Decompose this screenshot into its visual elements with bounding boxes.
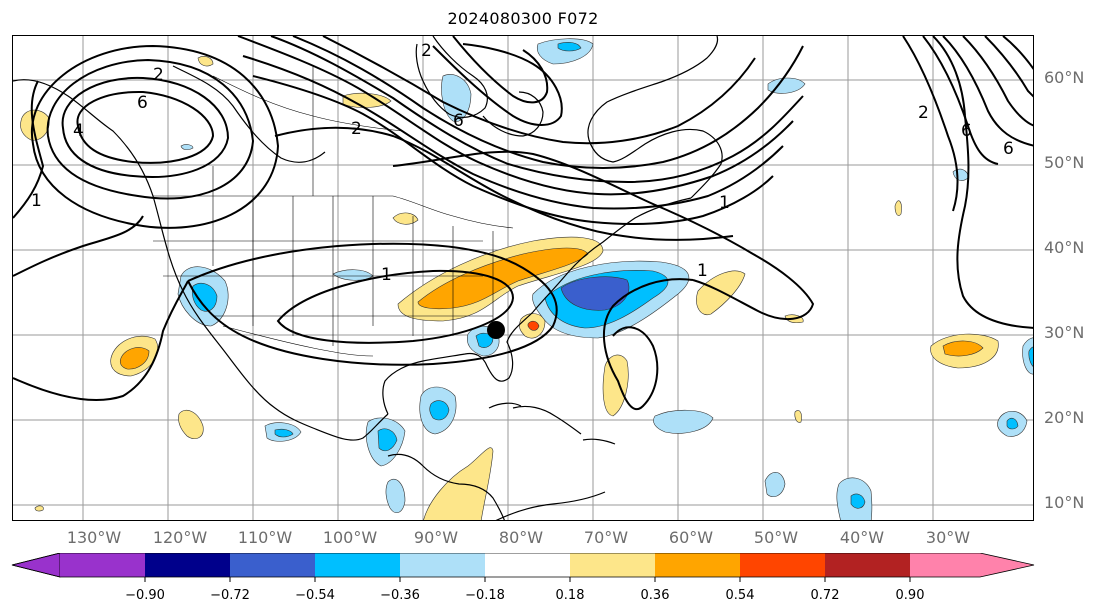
lat-label: 60°N xyxy=(1044,68,1085,87)
map-panel[interactable]: 2 6 4 1 2 6 1 2 1 1 2 6 6 xyxy=(12,35,1034,521)
colorbar-segment xyxy=(485,553,570,577)
colorbar-outline xyxy=(11,553,1035,578)
contour-label: 4 xyxy=(73,121,84,141)
contour-label: 6 xyxy=(1003,139,1014,159)
negative-anomaly xyxy=(1022,337,1033,375)
lon-label: 90°W xyxy=(413,528,459,547)
colorbar-segment xyxy=(230,553,315,577)
colorbar-tick-label: −0.90 xyxy=(125,588,165,603)
contour-label: 6 xyxy=(137,93,148,113)
lon-label: 50°W xyxy=(753,528,799,547)
negative-anomaly xyxy=(191,283,218,312)
negative-anomaly xyxy=(385,478,406,514)
colorbar-segment xyxy=(11,553,61,578)
lon-label: 70°W xyxy=(583,528,629,547)
contour-label: 2 xyxy=(153,65,164,85)
colorbar-tick-label: 0.18 xyxy=(555,588,585,603)
lon-label: 110°W xyxy=(237,528,293,547)
colorbar-segment xyxy=(60,553,145,577)
contour-label: 1 xyxy=(381,265,392,285)
lon-label: 100°W xyxy=(322,528,378,547)
contour-label: 1 xyxy=(719,193,730,213)
negative-anomaly xyxy=(653,409,714,434)
lat-label: 30°N xyxy=(1044,323,1085,342)
negative-anomaly xyxy=(429,400,450,421)
colorbar-segment xyxy=(825,553,910,577)
positive-anomaly xyxy=(696,270,746,316)
negative-anomaly xyxy=(274,428,294,438)
positive-anomaly xyxy=(527,320,540,331)
positive-anomaly xyxy=(197,56,214,67)
lon-label: 40°W xyxy=(839,528,885,547)
anomaly-shading xyxy=(20,38,1033,520)
lat-label: 20°N xyxy=(1044,408,1085,427)
contour-label: 6 xyxy=(453,111,464,131)
contour-label: 2 xyxy=(351,119,362,139)
colorbar-segment xyxy=(740,553,825,577)
negative-anomaly xyxy=(536,38,594,65)
contour-label: 1 xyxy=(31,191,42,211)
lon-label: 130°W xyxy=(66,528,122,547)
negative-anomaly xyxy=(377,428,398,452)
positive-anomaly xyxy=(119,347,150,370)
negative-anomaly xyxy=(1028,346,1033,367)
negative-anomaly xyxy=(1006,417,1019,430)
lat-label: 40°N xyxy=(1044,238,1085,257)
positive-anomaly xyxy=(34,505,44,512)
positive-anomaly xyxy=(602,354,629,417)
storm-center-marker xyxy=(487,321,505,339)
negative-anomaly xyxy=(850,493,866,509)
positive-anomaly xyxy=(894,200,902,216)
map-title: 2024080300 F072 xyxy=(447,9,599,28)
negative-anomaly xyxy=(557,42,582,52)
negative-anomaly xyxy=(764,472,786,497)
map-canvas: 2 6 4 1 2 6 1 2 1 1 2 6 6 xyxy=(13,36,1033,520)
colorbar-segment xyxy=(570,553,655,577)
isolines xyxy=(13,36,1033,411)
colorbar-segment xyxy=(315,553,400,577)
colorbar-segment xyxy=(145,553,230,577)
colorbar-tick-label: 0.72 xyxy=(810,588,840,603)
colorbar-tick-label: 0.54 xyxy=(725,588,755,603)
political-borders xyxy=(153,66,514,357)
colorbar-segment xyxy=(400,553,485,577)
colorbar-tick-label: −0.18 xyxy=(465,588,505,603)
lat-label: 10°N xyxy=(1044,493,1085,512)
negative-anomaly xyxy=(180,144,194,151)
contour-label: 1 xyxy=(697,261,708,281)
positive-anomaly xyxy=(794,410,802,423)
lon-label: 30°W xyxy=(925,528,971,547)
negative-anomaly xyxy=(767,77,806,94)
colorbar-tick-label: −0.72 xyxy=(210,588,250,603)
positive-anomaly xyxy=(942,340,984,357)
contour-labels: 2 6 4 1 2 6 1 2 1 1 2 6 6 xyxy=(31,41,1014,285)
contour-label: 2 xyxy=(421,41,432,61)
colorbar-tick-label: −0.36 xyxy=(380,588,420,603)
colorbar-tick-label: 0.90 xyxy=(895,588,925,603)
colorbar-segment xyxy=(980,553,1034,577)
colorbar-tick-label: −0.54 xyxy=(295,588,335,603)
colorbar-segment xyxy=(910,553,980,577)
lon-label: 120°W xyxy=(152,528,208,547)
positive-anomaly xyxy=(178,410,204,439)
lon-label: 80°W xyxy=(498,528,544,547)
lat-label: 50°N xyxy=(1044,153,1085,172)
positive-anomaly xyxy=(342,92,392,108)
contour-label: 2 xyxy=(918,103,929,123)
colorbar xyxy=(11,553,1035,582)
contour-label: 6 xyxy=(961,121,972,141)
colorbar-tick-label: 0.36 xyxy=(640,588,670,603)
coastlines xyxy=(13,36,723,520)
positive-anomaly xyxy=(392,212,419,225)
negative-anomaly xyxy=(952,168,969,181)
lon-label: 60°W xyxy=(668,528,714,547)
colorbar-segment xyxy=(655,553,740,577)
